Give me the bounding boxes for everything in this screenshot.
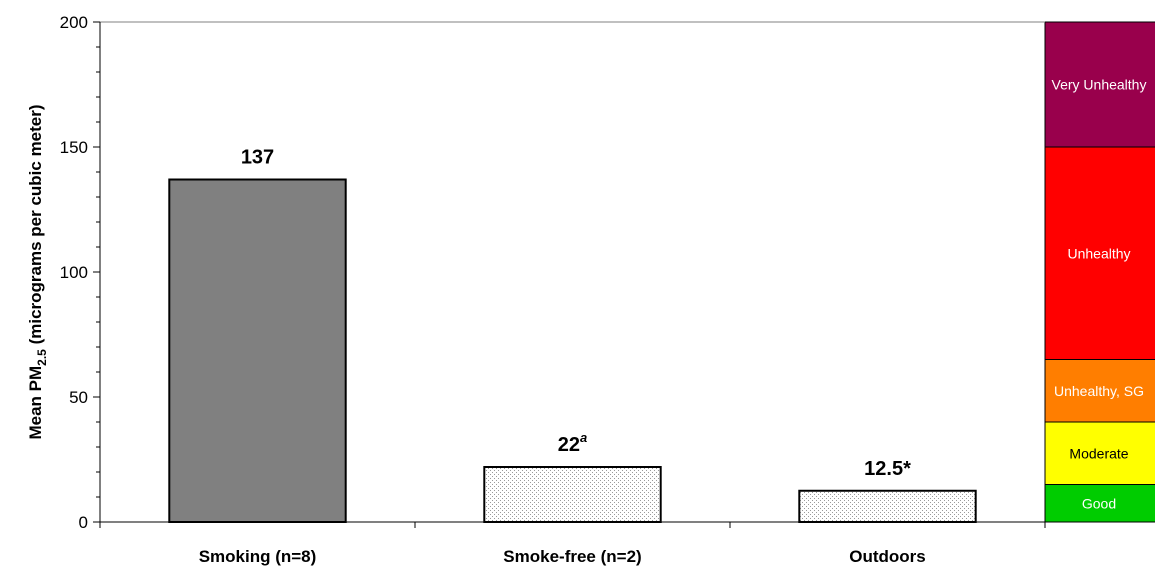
- aqi-band-label: Good: [1082, 495, 1116, 511]
- y-axis-label-prefix: Mean PM: [26, 366, 45, 440]
- aqi-band-good: [1044, 484, 1155, 523]
- x-category-label: Smoking (n=8): [199, 547, 317, 566]
- bar: [798, 489, 977, 523]
- x-category-label: Outdoors: [849, 547, 926, 566]
- data-label-superscript: a: [580, 430, 587, 445]
- data-label: 12.5*: [864, 458, 911, 480]
- data-labels: 137 22a 12.5*: [241, 147, 911, 480]
- bar: [483, 466, 662, 523]
- data-label: 137: [241, 147, 274, 169]
- y-tick-label: 150: [60, 138, 88, 157]
- aqi-band-unhealthy-sg: [1044, 359, 1155, 423]
- bar: [168, 178, 347, 523]
- y-tick-label: 200: [60, 13, 88, 32]
- y-tick-label: 100: [60, 263, 88, 282]
- aqi-band-label: Unhealthy, SG: [1054, 383, 1144, 399]
- aqi-band-label: Very Unhealthy: [1052, 77, 1147, 93]
- y-tick-label: 0: [79, 513, 88, 532]
- svg-text:Mean PM2.5 (micrograms per cub: Mean PM2.5 (micrograms per cubic meter): [26, 104, 49, 439]
- aqi-band-label: Moderate: [1069, 445, 1128, 461]
- aqi-band-unhealthy: [1044, 146, 1155, 360]
- y-axis-label-subscript: 2.5: [35, 349, 49, 366]
- y-axis: 0 50 100 150 200: [60, 13, 101, 532]
- y-axis-label: Mean PM2.5 (micrograms per cubic meter): [26, 104, 49, 439]
- y-axis-label-suffix: (micrograms per cubic meter): [26, 104, 45, 349]
- data-label-value: 22: [558, 434, 580, 456]
- x-category-label: Smoke-free (n=2): [503, 547, 641, 566]
- data-label: 22a: [558, 430, 587, 456]
- x-axis: Smoking (n=8) Smoke-free (n=2) Outdoors: [99, 521, 1046, 566]
- y-tick-label: 50: [69, 388, 88, 407]
- aqi-band-moderate: [1044, 421, 1155, 485]
- aqi-band-label: Unhealthy: [1067, 245, 1130, 261]
- bars: [168, 178, 977, 523]
- aqi-band-very-unhealthy: [1044, 21, 1155, 148]
- data-label-value: 137: [241, 147, 274, 169]
- data-label-value: 12.5*: [864, 458, 911, 480]
- aqi-scale: Good Moderate Unhealthy, SG Unhealthy Very U…: [1044, 21, 1155, 523]
